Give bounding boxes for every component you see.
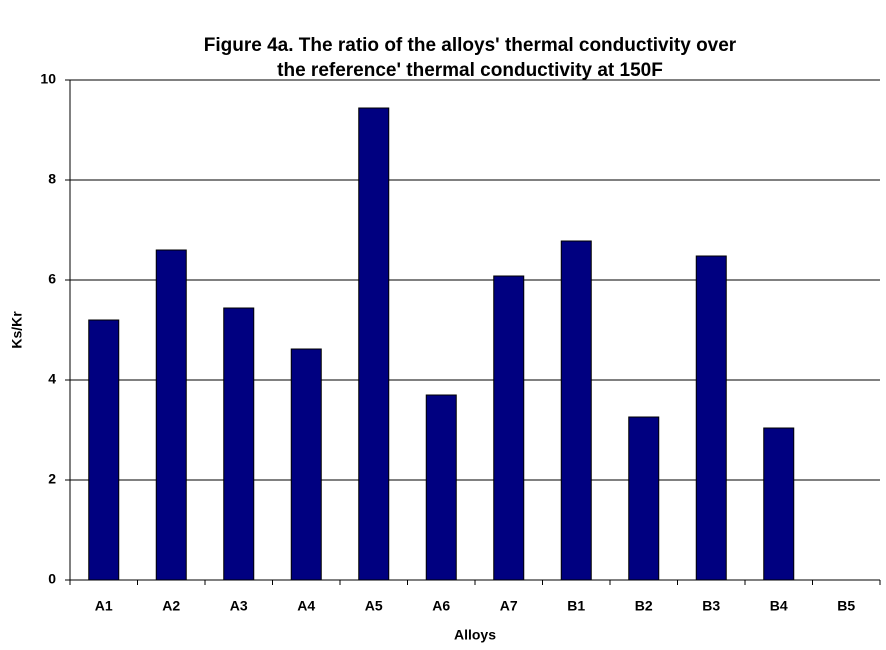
y-tick-label: 10 <box>40 71 56 87</box>
x-tick-label: A4 <box>297 598 315 614</box>
chart-title: Figure 4a. The ratio of the alloys' ther… <box>204 35 737 56</box>
x-tick-label: B5 <box>837 598 855 614</box>
x-tick-label: A5 <box>365 598 383 614</box>
bar <box>223 307 255 581</box>
bar <box>358 107 390 581</box>
bar <box>88 319 120 581</box>
bar <box>695 255 727 581</box>
x-tick-label: A2 <box>162 598 180 614</box>
x-tick-label: A1 <box>95 598 113 614</box>
y-tick-label: 0 <box>48 571 56 587</box>
x-tick-label: A6 <box>432 598 450 614</box>
bar <box>425 394 457 581</box>
x-tick-label: A3 <box>230 598 248 614</box>
chart-title: the reference' thermal conductivity at 1… <box>277 60 663 81</box>
x-tick-label: B3 <box>702 598 720 614</box>
bar <box>628 416 660 581</box>
x-tick-label: B2 <box>635 598 653 614</box>
y-tick-label: 2 <box>48 471 56 487</box>
bar <box>290 348 322 581</box>
bar <box>763 427 795 581</box>
bar <box>155 249 187 581</box>
y-axis-label: Ks/Kr <box>9 311 25 349</box>
y-tick-label: 4 <box>48 371 56 387</box>
x-tick-label: B4 <box>770 598 788 614</box>
x-tick-label: A7 <box>500 598 518 614</box>
bar <box>560 240 592 581</box>
x-tick-label: B1 <box>567 598 585 614</box>
y-tick-label: 8 <box>48 171 56 187</box>
x-axis-label: Alloys <box>454 627 496 643</box>
bar <box>493 275 525 581</box>
y-tick-label: 6 <box>48 271 56 287</box>
